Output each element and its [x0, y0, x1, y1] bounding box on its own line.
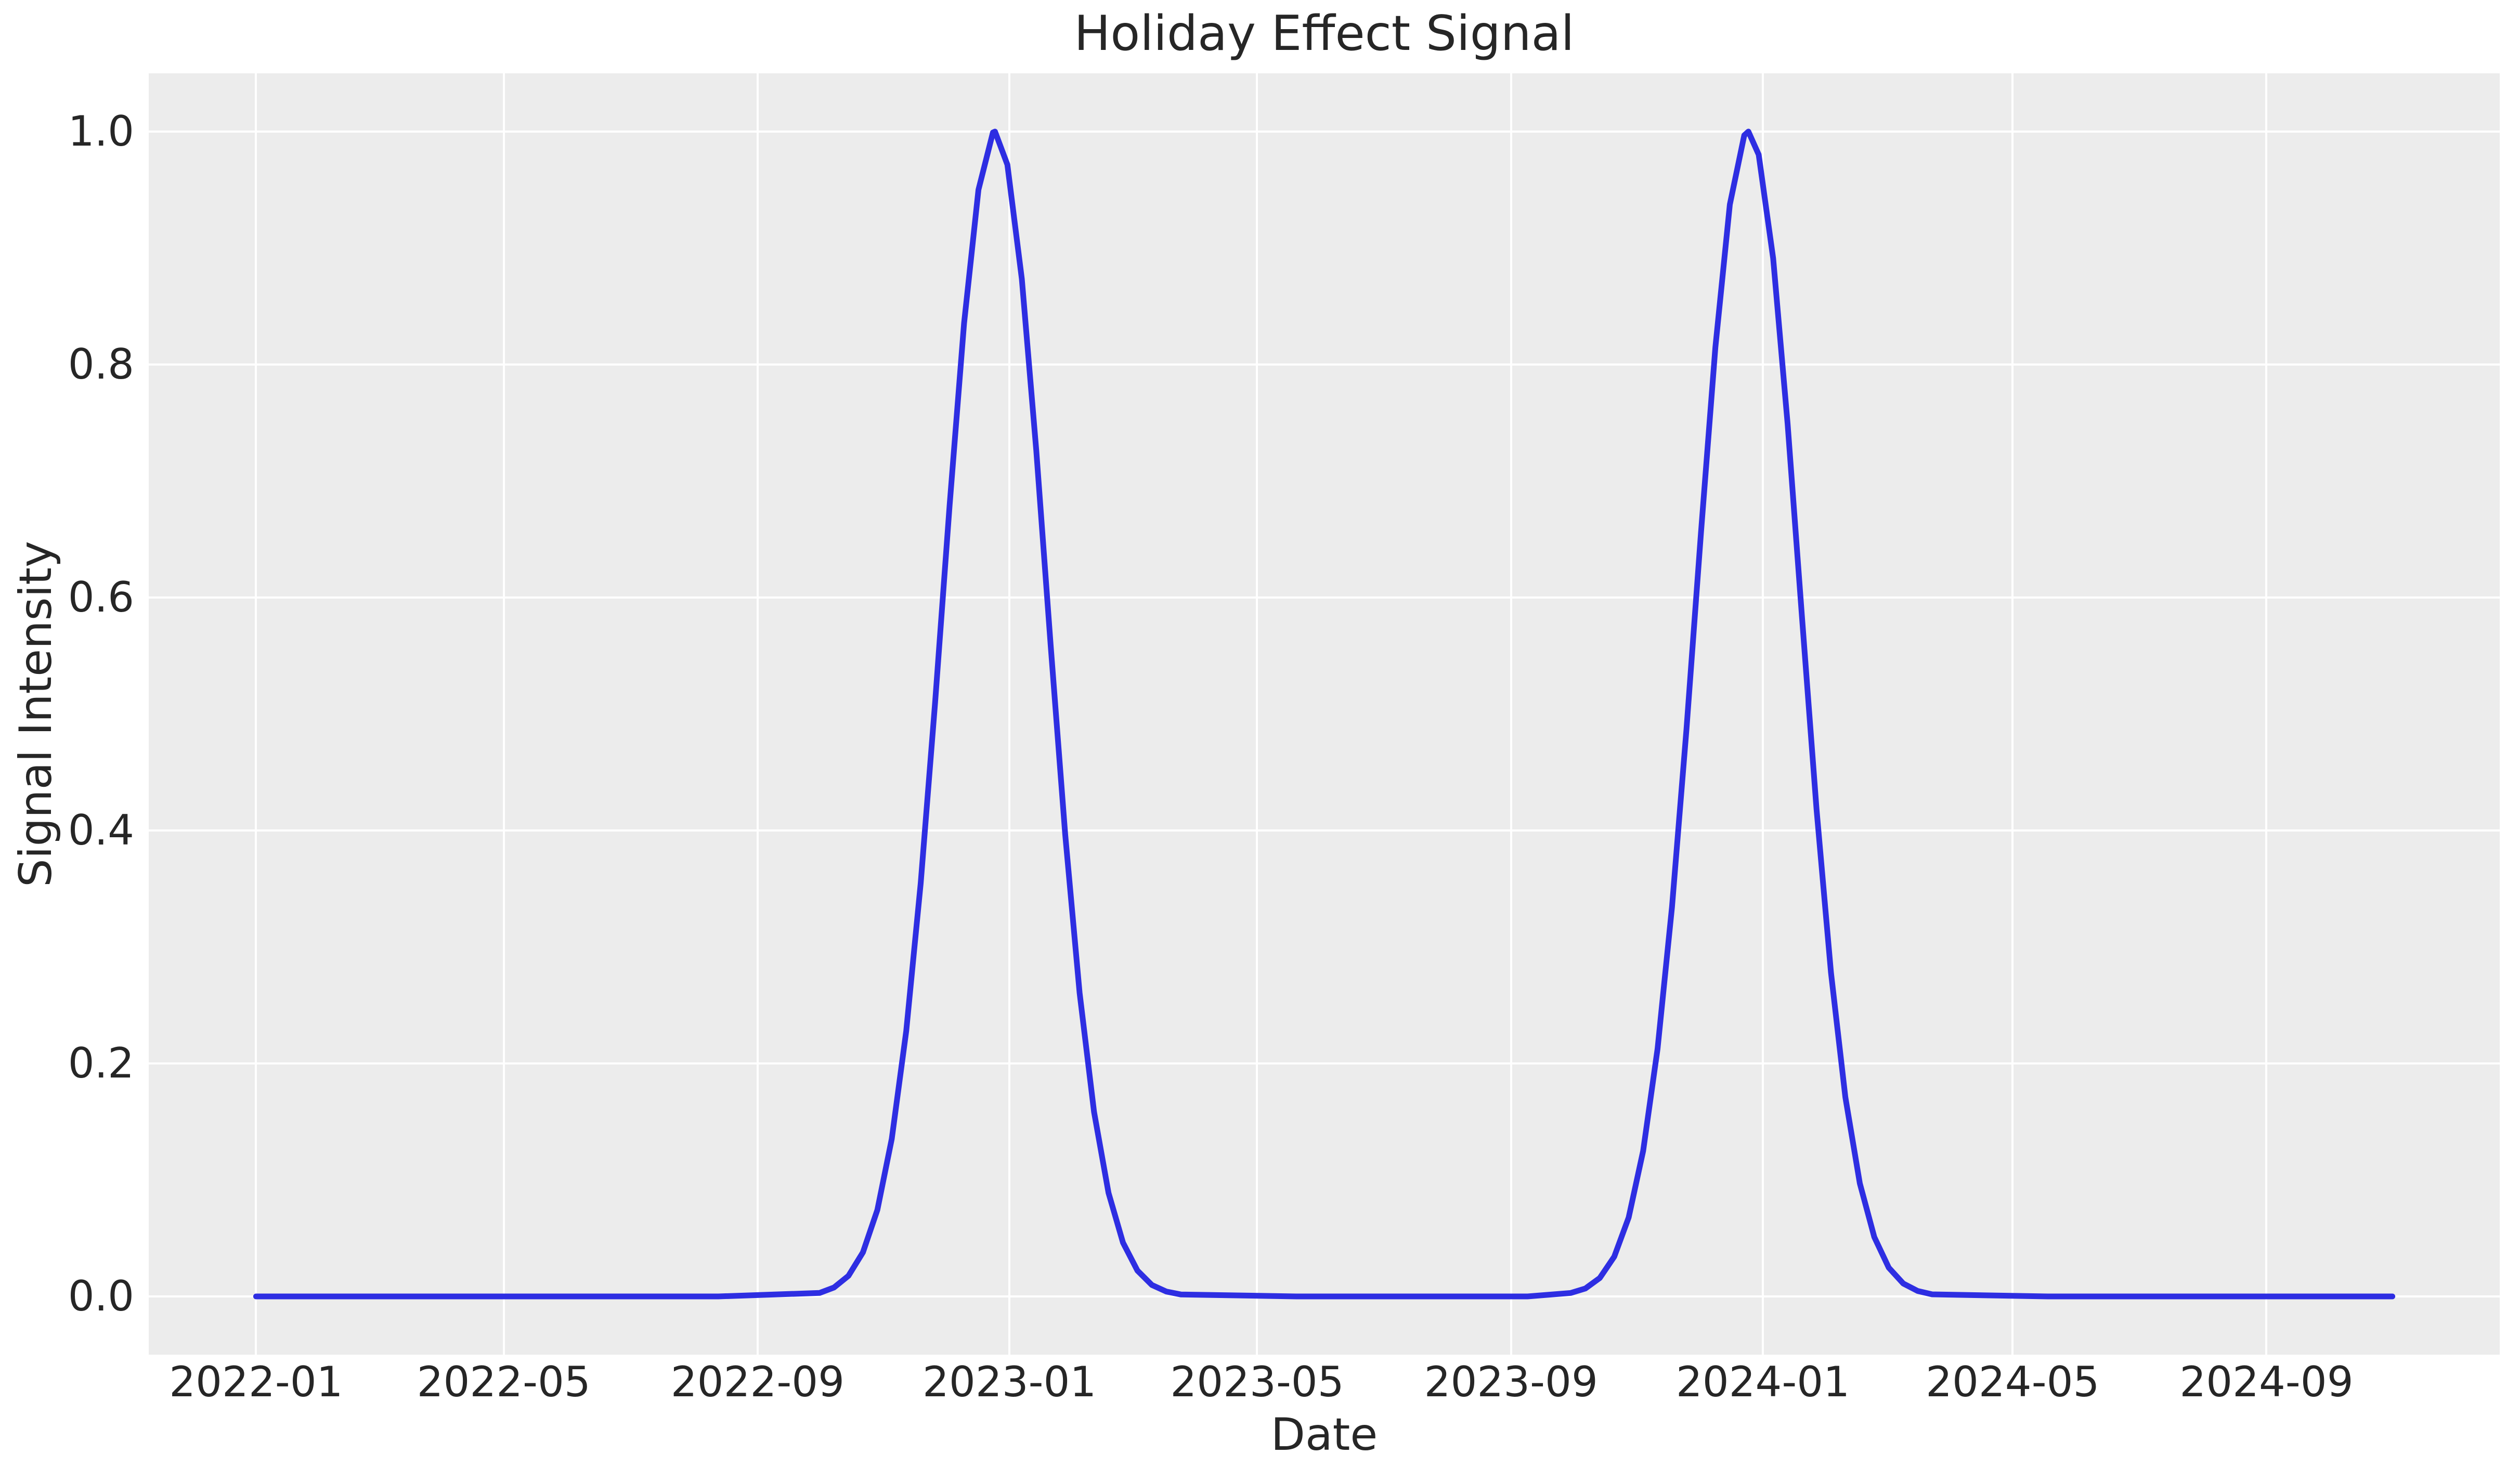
x-tick-label: 2022-09: [670, 1358, 845, 1406]
y-tick-label: 0.2: [68, 1039, 134, 1087]
x-tick-label: 2022-05: [417, 1358, 591, 1406]
x-tick-label: 2024-09: [2179, 1358, 2354, 1406]
x-gridline-2022-01: [255, 73, 257, 1355]
plot-area: [149, 73, 2500, 1355]
chart-title: Holiday Effect Signal: [1074, 5, 1575, 61]
x-gridline-2024-01: [1761, 73, 1764, 1355]
x-tick-label: 2023-09: [1424, 1358, 1598, 1406]
x-gridline-2023-05: [1256, 73, 1258, 1355]
y-axis-label: Signal Intensity: [10, 541, 62, 887]
y-gridline-0.6: [149, 596, 2500, 599]
y-tick-label: 0.0: [68, 1272, 134, 1320]
y-gridline-0.8: [149, 363, 2500, 366]
x-gridline-2022-09: [756, 73, 759, 1355]
x-tick-label: 2024-05: [1926, 1358, 2100, 1406]
x-gridline-2024-09: [2265, 73, 2268, 1355]
x-tick-label: 2023-01: [923, 1358, 1097, 1406]
x-tick-label: 2023-05: [1170, 1358, 1344, 1406]
y-tick-label: 0.6: [68, 573, 134, 621]
x-axis-label: Date: [1270, 1409, 1378, 1461]
y-gridline-0.2: [149, 1062, 2500, 1064]
x-gridline-2023-09: [1510, 73, 1512, 1355]
x-gridline-2024-05: [2011, 73, 2014, 1355]
y-gridline-1.0: [149, 131, 2500, 133]
y-tick-label: 0.8: [68, 340, 134, 388]
x-tick-label: 2022-01: [169, 1358, 343, 1406]
y-tick-label: 1.0: [68, 107, 134, 155]
x-gridline-2023-01: [1008, 73, 1011, 1355]
signal-line-svg: [253, 128, 2396, 1300]
y-gridline-0.4: [149, 829, 2500, 832]
x-tick-label: 2024-01: [1675, 1358, 1850, 1406]
x-gridline-2022-05: [502, 73, 505, 1355]
y-tick-label: 0.4: [68, 806, 134, 854]
signal-line: [253, 128, 2396, 1300]
